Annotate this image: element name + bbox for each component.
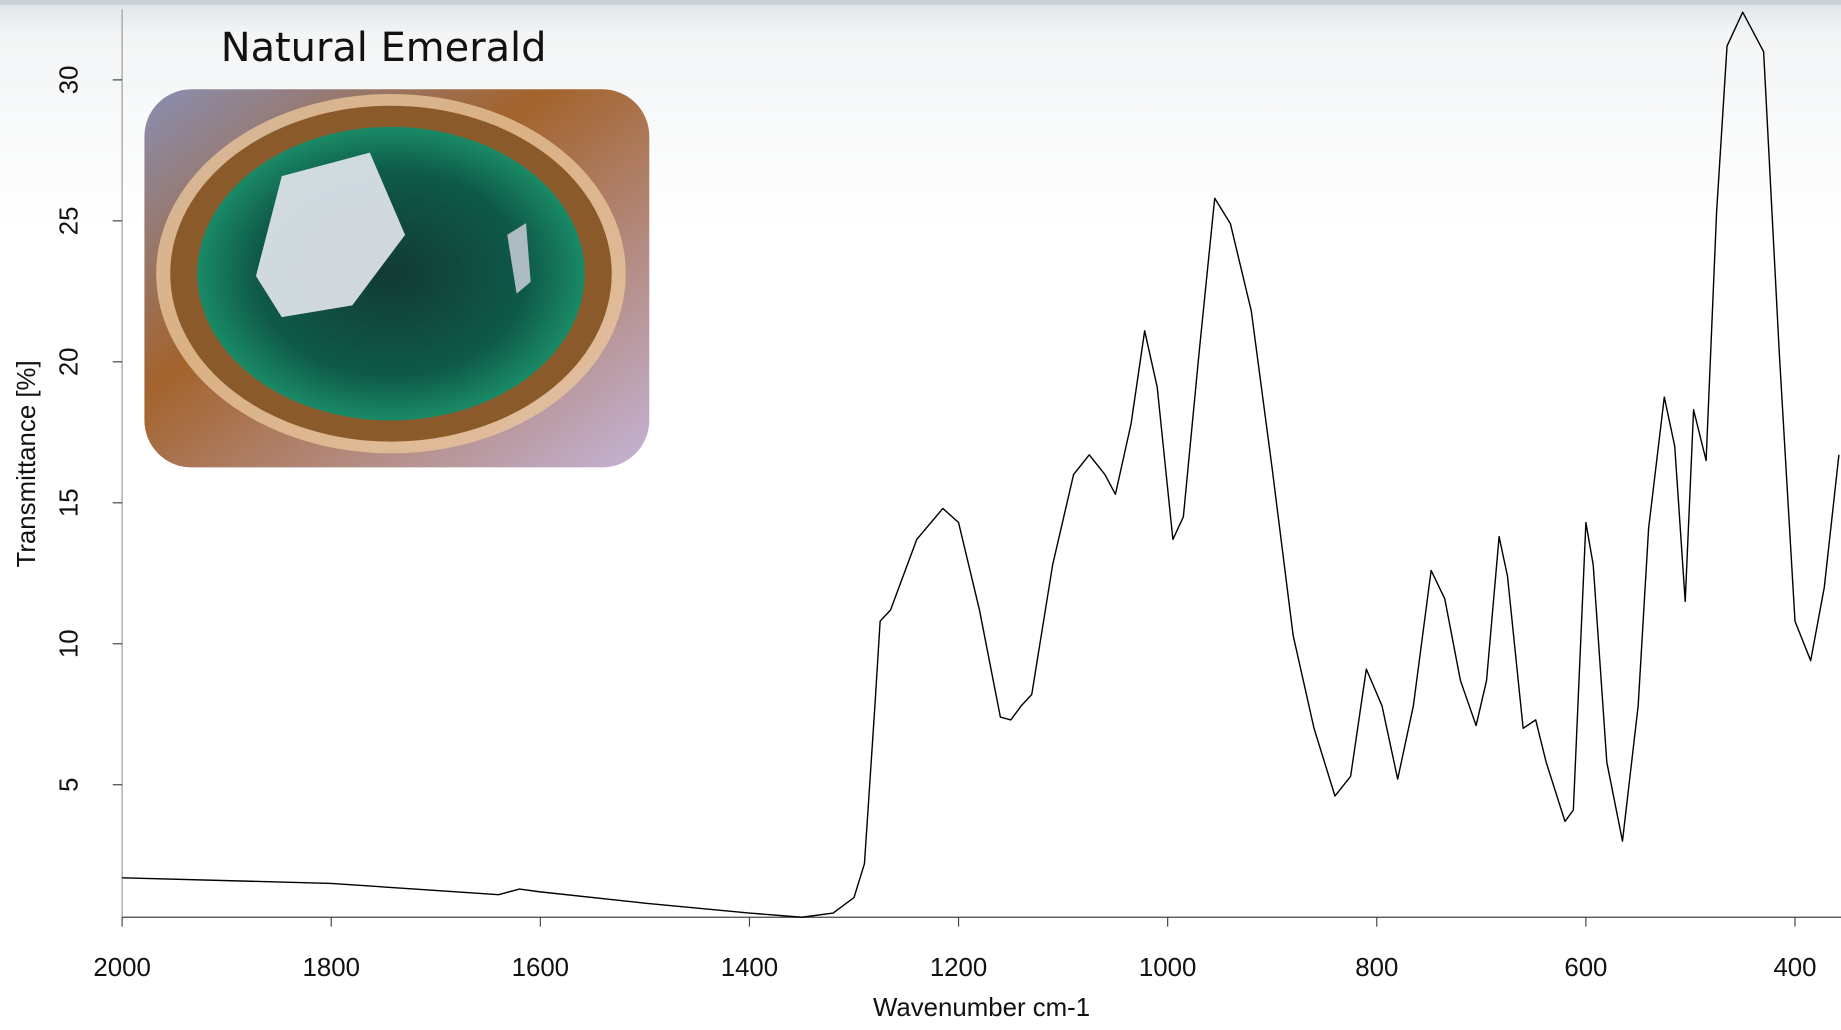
spectrum-line bbox=[122, 11, 1840, 918]
y-tick-label: 5 bbox=[55, 778, 83, 792]
y-tick-label: 20 bbox=[55, 347, 83, 376]
x-tick-label: 400 bbox=[1773, 954, 1816, 982]
y-tick-label: 25 bbox=[55, 206, 83, 235]
x-tick-label: 1000 bbox=[1139, 954, 1196, 982]
top-border bbox=[0, 0, 1841, 5]
y-tick-label: 10 bbox=[55, 629, 83, 658]
y-tick-label: 30 bbox=[55, 66, 83, 95]
inset-photo bbox=[144, 89, 650, 468]
y-axis-label: Transmittance [%] bbox=[13, 360, 41, 567]
x-tick-label: 2000 bbox=[93, 954, 150, 982]
x-tick-label: 600 bbox=[1564, 954, 1607, 982]
inset-label: Natural Emerald bbox=[221, 25, 547, 71]
x-tick-label: 1600 bbox=[512, 954, 569, 982]
x-tick-label: 1400 bbox=[721, 954, 778, 982]
y-tick-label: 15 bbox=[55, 488, 83, 517]
x-axis-label: Wavenumber cm-1 bbox=[873, 994, 1090, 1022]
x-tick-label: 1800 bbox=[302, 954, 359, 982]
x-tick-label: 1200 bbox=[930, 954, 987, 982]
x-tick-label: 800 bbox=[1355, 954, 1398, 982]
